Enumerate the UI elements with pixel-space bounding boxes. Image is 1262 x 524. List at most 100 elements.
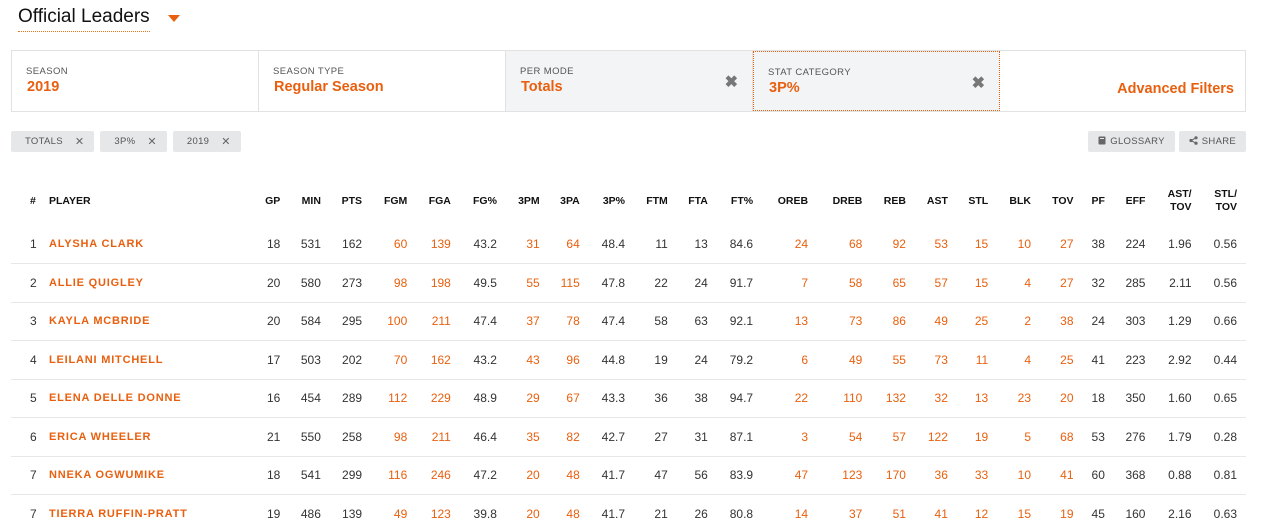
- cell-fga[interactable]: 229: [416, 379, 460, 418]
- column-header-ftm[interactable]: FTM: [646, 194, 668, 207]
- column-header-ast-tov[interactable]: AST/ TOV: [1167, 188, 1192, 213]
- column-header-stl[interactable]: STL: [968, 194, 989, 207]
- glossary-button[interactable]: GLOSSARY: [1088, 131, 1175, 152]
- cell-3pm[interactable]: 35: [505, 417, 549, 457]
- cell-oreb[interactable]: 22: [762, 379, 818, 418]
- cell-3pm[interactable]: 43: [505, 340, 549, 380]
- cell-oreb[interactable]: 47: [762, 456, 818, 495]
- cell-oreb[interactable]: 24: [762, 225, 818, 264]
- cell-fgm[interactable]: 49: [371, 494, 417, 524]
- cell-3pa[interactable]: 96: [548, 340, 589, 380]
- cell-reb[interactable]: 51: [871, 494, 915, 524]
- column-header-fta[interactable]: FTA: [688, 194, 708, 207]
- cell-fga[interactable]: 139: [416, 225, 460, 264]
- filter-season-value[interactable]: 2019: [27, 79, 60, 95]
- cell-3pm[interactable]: 37: [505, 302, 549, 341]
- filter-per-mode[interactable]: PER MODE Totals ✖: [506, 51, 753, 111]
- filter-season-type[interactable]: SEASON TYPE Regular Season: [259, 51, 506, 111]
- cell-3pm[interactable]: 55: [505, 263, 549, 303]
- cell-fga[interactable]: 162: [416, 340, 460, 380]
- cell-fga[interactable]: 211: [416, 302, 460, 341]
- cell-3pm[interactable]: 31: [505, 225, 549, 264]
- cell-fgm[interactable]: 116: [371, 456, 417, 495]
- column-header-3pa[interactable]: 3PA: [560, 194, 580, 207]
- player-name-link[interactable]: ALYSHA CLARK: [49, 225, 256, 264]
- cell-ast[interactable]: 57: [914, 263, 957, 303]
- cell-tov[interactable]: 38: [1040, 302, 1083, 341]
- cell-fga[interactable]: 211: [416, 417, 460, 457]
- cell-3pa[interactable]: 48: [548, 494, 589, 524]
- column-header-player[interactable]: PLAYER: [49, 194, 91, 207]
- cell-oreb[interactable]: 7: [762, 263, 818, 303]
- cell-stl[interactable]: 11: [956, 340, 998, 380]
- cell-ast[interactable]: 41: [914, 494, 957, 524]
- player-name-link[interactable]: ERICA WHEELER: [49, 417, 256, 457]
- cell-fgm[interactable]: 70: [371, 340, 417, 380]
- cell-tov[interactable]: 19: [1040, 494, 1083, 524]
- cell-tov[interactable]: 25: [1040, 340, 1083, 380]
- chevron-down-icon[interactable]: [167, 14, 180, 22]
- cell-3pm[interactable]: 20: [505, 494, 549, 524]
- player-name-link[interactable]: TIERRA RUFFIN-PRATT: [49, 494, 256, 524]
- cell-3pm[interactable]: 29: [505, 379, 549, 418]
- cell-tov[interactable]: 41: [1040, 456, 1083, 495]
- cell-ast[interactable]: 73: [914, 340, 957, 380]
- cell-fga[interactable]: 123: [416, 494, 460, 524]
- cell-reb[interactable]: 170: [871, 456, 915, 495]
- cell-stl[interactable]: 15: [956, 263, 998, 303]
- cell-reb[interactable]: 65: [871, 263, 915, 303]
- cell-3pa[interactable]: 67: [548, 379, 589, 418]
- cell-blk[interactable]: 4: [997, 340, 1040, 380]
- cell-blk[interactable]: 23: [997, 379, 1040, 418]
- cell-oreb[interactable]: 13: [762, 302, 818, 341]
- close-icon[interactable]: ✕: [221, 136, 231, 148]
- column-header-min[interactable]: MIN: [301, 194, 321, 207]
- cell-dreb[interactable]: 54: [817, 417, 872, 457]
- cell-oreb[interactable]: 14: [762, 494, 818, 524]
- cell-reb[interactable]: 55: [871, 340, 915, 380]
- cell-oreb[interactable]: 6: [762, 340, 818, 380]
- cell-blk[interactable]: 4: [997, 263, 1040, 303]
- player-name-link[interactable]: ELENA DELLE DONNE: [49, 379, 256, 418]
- column-header-blk[interactable]: BLK: [1009, 194, 1031, 207]
- clear-per-mode-icon[interactable]: ✖: [724, 74, 738, 91]
- cell-dreb[interactable]: 123: [817, 456, 872, 495]
- player-name-link[interactable]: LEILANI MITCHELL: [49, 340, 256, 380]
- cell-3pa[interactable]: 82: [548, 417, 589, 457]
- cell-ast[interactable]: 122: [914, 417, 957, 457]
- column-header-stl-tov[interactable]: STL/ TOV: [1214, 188, 1237, 213]
- cell-fgm[interactable]: 112: [371, 379, 417, 418]
- cell-reb[interactable]: 132: [871, 379, 915, 418]
- clear-stat-category-icon[interactable]: ✖: [971, 75, 985, 92]
- player-name-link[interactable]: KAYLA MCBRIDE: [49, 302, 256, 341]
- column-header-oreb[interactable]: OREB: [777, 194, 809, 207]
- column-header-pf[interactable]: PF: [1091, 194, 1105, 207]
- cell-3pa[interactable]: 48: [548, 456, 589, 495]
- cell-3pa[interactable]: 64: [548, 225, 589, 264]
- filter-stat-category-value[interactable]: 3P%: [769, 80, 800, 96]
- cell-reb[interactable]: 86: [871, 302, 915, 341]
- player-name-link[interactable]: NNEKA OGWUMIKE: [49, 456, 256, 495]
- close-icon[interactable]: ✕: [147, 136, 157, 148]
- cell-oreb[interactable]: 3: [762, 417, 818, 457]
- filter-stat-category[interactable]: STAT CATEGORY 3P% ✖: [753, 51, 1000, 111]
- cell-dreb[interactable]: 73: [817, 302, 872, 341]
- cell-reb[interactable]: 92: [871, 225, 915, 264]
- close-icon[interactable]: ✕: [74, 136, 85, 148]
- filter-per-mode-value[interactable]: Totals: [521, 79, 563, 95]
- cell-blk[interactable]: 10: [997, 225, 1040, 264]
- cell-tov[interactable]: 20: [1040, 379, 1083, 418]
- player-name-link[interactable]: ALLIE QUIGLEY: [49, 263, 256, 303]
- cell-fgm[interactable]: 60: [371, 225, 417, 264]
- cell-ast[interactable]: 49: [914, 302, 957, 341]
- cell-stl[interactable]: 33: [956, 456, 998, 495]
- cell-fga[interactable]: 198: [416, 263, 460, 303]
- cell-stl[interactable]: 13: [956, 379, 998, 418]
- column-header-fg-pct[interactable]: FG%: [472, 194, 497, 207]
- column-header-3pm[interactable]: 3PM: [518, 194, 540, 207]
- cell-tov[interactable]: 27: [1040, 225, 1083, 264]
- cell-stl[interactable]: 19: [956, 417, 998, 457]
- cell-3pa[interactable]: 115: [548, 263, 589, 303]
- chip-3p-pct[interactable]: 3P% ✕: [100, 131, 167, 152]
- column-header-pts[interactable]: PTS: [341, 194, 363, 207]
